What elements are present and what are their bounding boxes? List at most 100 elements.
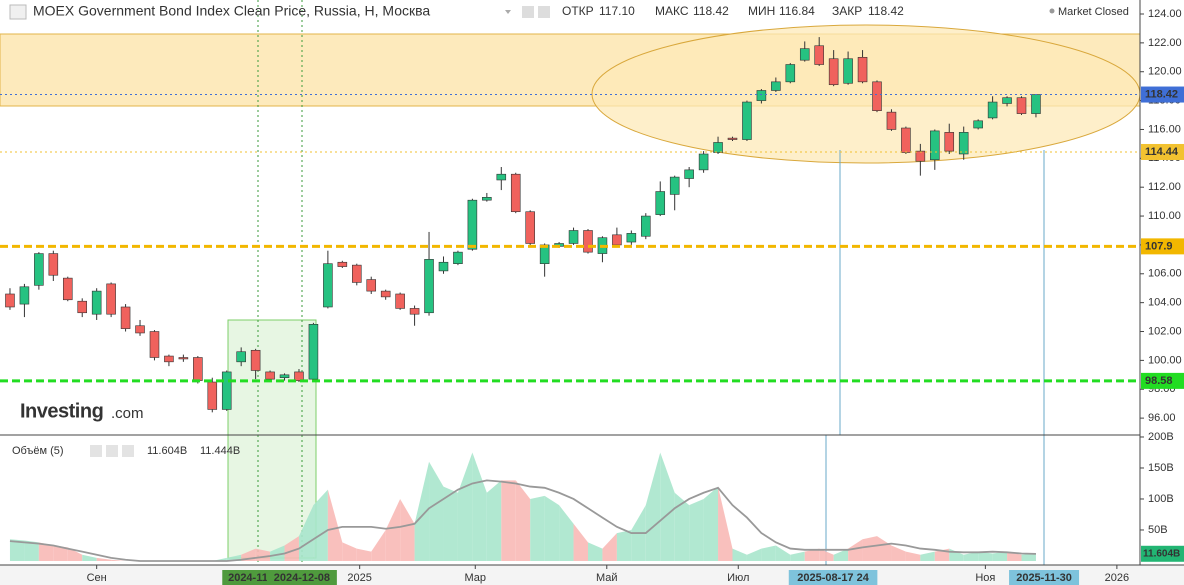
candle-body: [352, 264, 362, 283]
x-marker-label: 2024-11: [228, 572, 268, 584]
x-tick-label: 2025: [347, 572, 371, 584]
x-tick-label: Июл: [727, 572, 749, 584]
candle-body: [48, 253, 59, 276]
price-axis-bg: [1140, 0, 1184, 565]
high-value: 118.42: [693, 4, 729, 18]
y-tick-label: 96.00: [1148, 412, 1176, 424]
volume-area: [284, 536, 299, 561]
status-dot: [1049, 8, 1055, 14]
menu-icon[interactable]: [9, 4, 27, 20]
candle-body: [380, 290, 391, 298]
volume-area: [53, 545, 68, 561]
candle-body: [62, 277, 73, 301]
candle-body: [438, 261, 449, 272]
candle-body: [828, 58, 839, 86]
settings-icon[interactable]: [522, 6, 534, 18]
candle-body: [178, 357, 189, 360]
volume-ma: [9, 479, 1036, 562]
volume-area: [645, 452, 661, 561]
low-label: МИН: [748, 4, 775, 18]
level-label: 98.58: [1145, 375, 1173, 387]
candle-body: [510, 173, 521, 213]
volume-area: [486, 480, 502, 561]
volume-area: [501, 480, 516, 561]
volume-area: [689, 498, 704, 561]
candle-body: [1031, 94, 1041, 114]
candle-body: [727, 137, 738, 140]
candle-body: [756, 90, 767, 101]
volume-area: [356, 548, 372, 561]
volume-area: [819, 548, 834, 561]
level-label: 107.9: [1145, 240, 1173, 252]
chart-title: MOEX Government Bond Index Clean Price, …: [33, 3, 430, 19]
candle-body: [5, 293, 15, 308]
volume-area: [559, 505, 574, 561]
volume-area: [660, 452, 675, 561]
axes: 96.0098.00100.00102.00104.00106.00108.00…: [87, 8, 1184, 585]
legend-icon[interactable]: [122, 445, 134, 457]
level-label-bg: [1141, 372, 1184, 389]
volume-area: [775, 545, 791, 561]
candle-body: [857, 56, 868, 83]
close-label: ЗАКР: [832, 4, 862, 18]
volume-area: [371, 529, 386, 561]
x-marker-label: 2024-12-08: [274, 572, 330, 584]
volume-area: [833, 548, 849, 561]
time-axis-bg: [0, 565, 1184, 585]
level-label-bg: [1141, 143, 1184, 160]
level-label-bg: [1141, 86, 1184, 103]
candle-body: [641, 215, 651, 237]
legend-icon[interactable]: [90, 445, 102, 457]
y-tick-label: 100B: [1148, 493, 1174, 505]
volume-last-bg: [1141, 545, 1184, 562]
logo-name: Investing: [20, 400, 103, 422]
volume-area: [457, 452, 473, 561]
dropdown-icon[interactable]: [505, 10, 511, 14]
volume-area: [1021, 553, 1036, 561]
candle-body: [626, 233, 637, 243]
candle-body: [799, 48, 810, 61]
volume-title: Объём (5): [12, 445, 64, 457]
candle-body: [612, 234, 622, 246]
candle-body: [207, 381, 218, 410]
volume-area: [9, 539, 25, 561]
level-label: 114.44: [1145, 146, 1179, 158]
volume-area: [877, 536, 892, 561]
candle-body: [568, 230, 579, 244]
settings-icon[interactable]: [538, 6, 550, 18]
y-tick-label: 116.00: [1148, 123, 1181, 135]
y-tick-label: 106.00: [1148, 268, 1182, 280]
candle-body: [655, 191, 666, 215]
volume-area: [414, 461, 430, 561]
candle-body: [337, 261, 348, 267]
plot: [0, 37, 1140, 562]
candle-body: [193, 357, 203, 381]
candle-body: [409, 308, 420, 315]
x-marker-bg: [788, 570, 878, 585]
volume-last: 11.604B: [147, 445, 187, 457]
candle-body: [771, 81, 781, 91]
x-marker-bg: [222, 570, 274, 585]
candle-body: [915, 150, 926, 162]
candle-body: [525, 211, 535, 244]
volume-area: [978, 551, 993, 561]
candle-body: [684, 169, 694, 179]
candle-body: [221, 371, 232, 410]
candle-body: [872, 81, 882, 111]
volume-area: [515, 480, 531, 561]
legend-icon[interactable]: [106, 445, 118, 457]
candle-body: [713, 142, 723, 153]
logo-suffix: .com: [111, 405, 144, 422]
candle-body: [395, 293, 405, 309]
volume-area: [38, 542, 54, 561]
volume-area: [891, 545, 906, 561]
y-tick-label: 110.00: [1148, 210, 1181, 222]
y-tick-label: 102.00: [1148, 325, 1182, 337]
x-marker-bg: [266, 570, 337, 585]
candle-body: [1016, 97, 1027, 114]
volume-area: [544, 495, 560, 561]
candle-body: [973, 120, 983, 129]
